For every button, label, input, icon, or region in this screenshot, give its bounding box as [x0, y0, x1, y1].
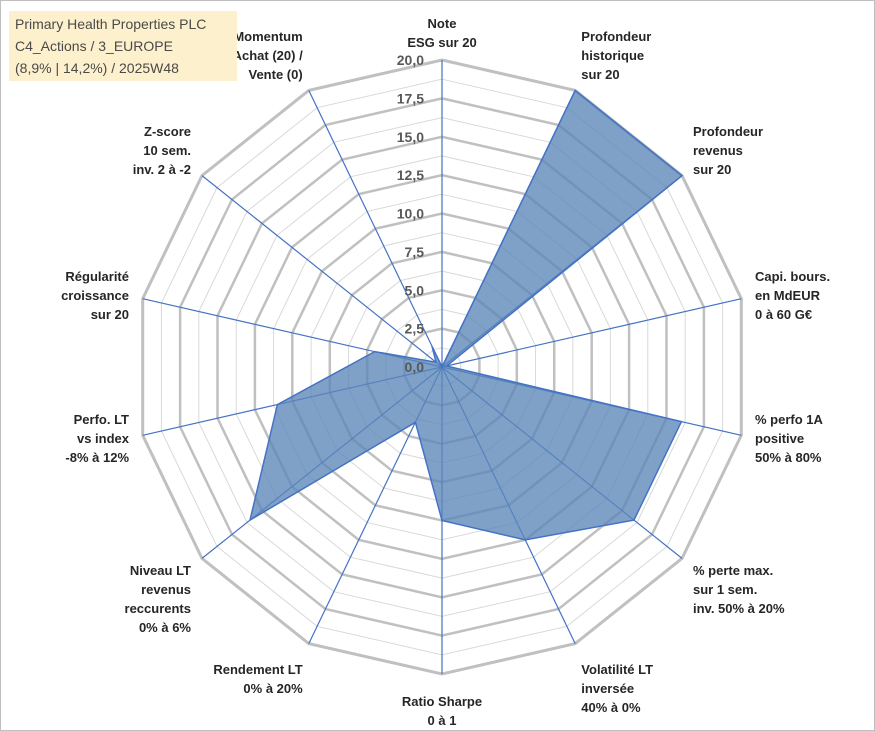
axis-label-line: revenus — [693, 143, 743, 158]
axis-label: Profondeur historique sur 20 — [581, 29, 651, 82]
axis-label: Profondeur revenus sur 20 — [693, 124, 763, 177]
radial-tick-label: 7,5 — [405, 244, 425, 260]
axis-label-line: Régularité — [65, 269, 129, 284]
axis-label-line: Perfo. LT — [74, 412, 129, 427]
axis-spoke — [441, 298, 742, 368]
info-company-name: Primary Health Properties PLC — [15, 16, 207, 32]
info-box: Primary Health Properties PLC C4_Actions… — [9, 11, 237, 81]
axis-spoke — [308, 90, 443, 368]
axis-label-line: historique — [581, 48, 644, 63]
axis-label: Ratio Sharpe 0 à 1 — [402, 694, 482, 728]
axis-label-line: 50% à 80% — [755, 450, 822, 465]
axis-label: Momentum Achat (20) / Vente (0) — [233, 29, 303, 82]
axis-label-line: Ratio Sharpe — [402, 694, 482, 709]
axis-label-line: Profondeur — [693, 124, 763, 139]
axis-label: Régularité croissance sur 20 — [61, 269, 129, 322]
axis-label-line: Achat (20) / — [233, 48, 303, 63]
axis-label-line: 10 sem. — [143, 143, 191, 158]
axis-label: Rendement LT 0% à 20% — [213, 662, 303, 696]
radial-tick-label: 20,0 — [397, 52, 424, 68]
axis-label-line: Momentum — [233, 29, 302, 44]
axis-label-line: sur 20 — [693, 162, 731, 177]
radial-tick-label: 15,0 — [397, 129, 424, 145]
axis-label-line: reccurents — [125, 601, 191, 616]
axis-label-line: Z-score — [144, 124, 191, 139]
axis-label-line: -8% à 12% — [65, 450, 129, 465]
axis-labels: Note ESG sur 20 Profondeur historique sur 20… — [61, 16, 830, 728]
axis-label-line: ESG sur 20 — [407, 35, 476, 50]
axis-label-line: 0% à 6% — [139, 620, 191, 635]
axis-label-line: sur 20 — [91, 307, 129, 322]
radial-tick-label: 2,5 — [405, 321, 425, 337]
axis-label-line: Capi. bours. — [755, 269, 830, 284]
axis-label-line: % perte max. — [693, 563, 773, 578]
radial-tick-label: 17,5 — [397, 90, 424, 106]
axis-label-line: 0 à 1 — [428, 713, 457, 728]
axis-label-line: revenus — [141, 582, 191, 597]
axis-label: % perte max. sur 1 sem. inv. 50% à 20% — [693, 563, 785, 616]
axis-label-line: inv. 2 à -2 — [133, 162, 191, 177]
axis-label-line: Note — [428, 16, 457, 31]
axis-spoke — [201, 175, 443, 368]
radial-tick-label: 12,5 — [397, 167, 424, 183]
axis-label-line: vs index — [77, 431, 130, 446]
radial-tick-labels: 0,0 2,5 5,0 7,5 10,0 12,5 15,0 17,5 20,0 — [397, 52, 424, 375]
axis-label-line: Niveau LT — [130, 563, 191, 578]
axis-label-line: inv. 50% à 20% — [693, 601, 785, 616]
axis-label-line: sur 1 sem. — [693, 582, 757, 597]
axis-label-line: inversée — [581, 681, 634, 696]
radial-tick-label: 10,0 — [397, 206, 424, 222]
axis-label-line: en MdEUR — [755, 288, 821, 303]
axis-label-line: sur 20 — [581, 67, 619, 82]
axis-label: Note ESG sur 20 — [407, 16, 476, 50]
radar-series — [248, 89, 684, 541]
axis-label-line: Profondeur — [581, 29, 651, 44]
axis-label-line: 0 à 60 G€ — [755, 307, 812, 322]
info-period: (8,9% | 14,2%) / 2025W48 — [15, 60, 179, 76]
axis-label: Capi. bours. en MdEUR 0 à 60 G€ — [755, 269, 830, 322]
axis-label-line: Rendement LT — [213, 662, 302, 677]
axis-label-line: positive — [755, 431, 804, 446]
axis-label-line: 0% à 20% — [243, 681, 303, 696]
radial-tick-label: 0,0 — [405, 359, 425, 375]
axis-label-line: Volatilité LT — [581, 662, 653, 677]
axis-label-line: croissance — [61, 288, 129, 303]
axis-label: % perfo 1A positive 50% à 80% — [755, 412, 824, 465]
axis-label: Z-score 10 sem. inv. 2 à -2 — [133, 124, 191, 177]
axis-label: Volatilité LT inversée 40% à 0% — [581, 662, 653, 715]
axis-label: Perfo. LT vs index -8% à 12% — [65, 412, 129, 465]
axis-label: Niveau LT revenus reccurents 0% à 6% — [125, 563, 192, 635]
axis-label-line: % perfo 1A — [755, 412, 824, 427]
info-category: C4_Actions / 3_EUROPE — [15, 38, 173, 54]
axis-label-line: 40% à 0% — [581, 700, 641, 715]
axis-label-line: Vente (0) — [249, 67, 303, 82]
radial-tick-label: 5,0 — [405, 282, 425, 298]
